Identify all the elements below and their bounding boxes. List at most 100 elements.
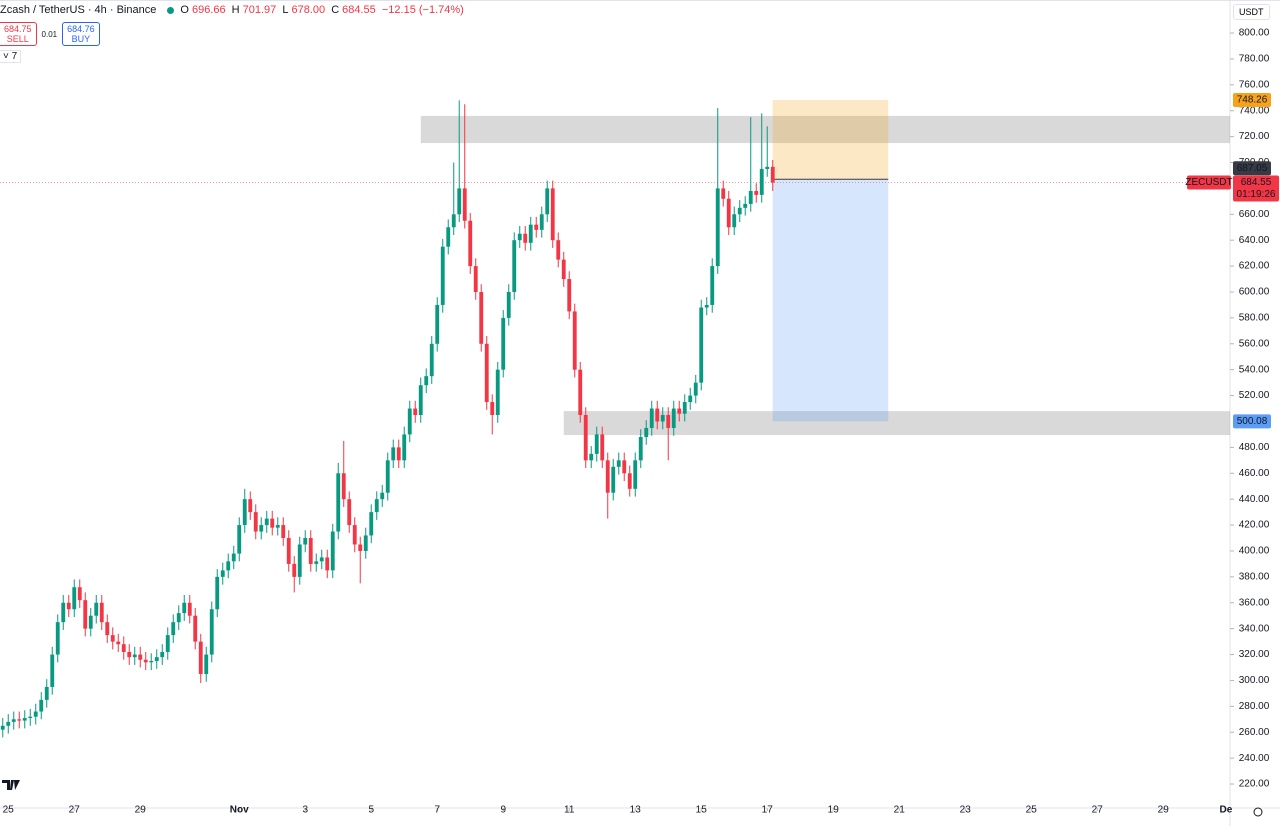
target-area <box>772 179 889 422</box>
y-tick-label: 300.00 <box>1239 675 1270 686</box>
candle-body <box>242 499 247 526</box>
y-tick-label: 540.00 <box>1239 364 1270 375</box>
candle-body <box>666 415 671 428</box>
candle-body <box>622 460 627 474</box>
candle-body <box>83 600 88 629</box>
candle-body <box>605 460 610 493</box>
candle-body <box>682 402 687 414</box>
candle-body <box>6 721 11 726</box>
candle-body <box>704 304 709 308</box>
candle-body <box>413 408 418 416</box>
currency-button[interactable]: USDT <box>1233 4 1270 20</box>
open-value: 696.66 <box>191 4 226 16</box>
candle-body <box>451 214 456 228</box>
settings-icon <box>1253 807 1263 817</box>
candle-body <box>699 307 704 383</box>
candle-body <box>468 220 473 267</box>
candle-body <box>330 531 335 571</box>
candle-body <box>297 544 302 577</box>
candle-body <box>231 553 236 562</box>
y-tick-label: 620.00 <box>1239 261 1270 272</box>
candle-body <box>721 188 726 199</box>
y-tick-label: 660.00 <box>1239 209 1270 220</box>
candle-body <box>649 408 654 428</box>
high-value: 701.97 <box>242 4 277 16</box>
y-tick-label: 260.00 <box>1239 727 1270 738</box>
entry-tag: 687.05 <box>1237 163 1268 174</box>
candle-body <box>248 499 253 513</box>
candle-body <box>149 661 154 663</box>
symbol-tag-bg <box>1187 175 1231 190</box>
candle-body <box>0 725 5 730</box>
candle-body <box>435 304 440 344</box>
y-tick-label: 480.00 <box>1239 442 1270 453</box>
y-tick-label: 340.00 <box>1239 623 1270 634</box>
trade-panel: 684.75 SELL 0.01 684.76 BUY <box>0 22 100 46</box>
candle-body <box>550 188 555 241</box>
candle-body <box>534 224 539 230</box>
candle-body <box>583 415 588 461</box>
candle-body <box>314 561 319 564</box>
candle-body <box>561 259 566 280</box>
candle-body <box>501 317 506 370</box>
candle-body <box>578 369 583 416</box>
candle-body <box>523 233 528 243</box>
x-tick-label: 19 <box>828 805 840 816</box>
candle-body <box>143 659 148 663</box>
y-tick-label: 460.00 <box>1239 468 1270 479</box>
y-tick-label: 560.00 <box>1239 338 1270 349</box>
target-tag: 500.08 <box>1237 416 1268 427</box>
candle-body <box>39 699 44 712</box>
candle-body <box>121 644 126 652</box>
candle-body <box>484 343 489 403</box>
candle-body <box>286 538 291 564</box>
symbol-tag: ZECUSDT <box>1185 177 1232 188</box>
y-tick-label: 360.00 <box>1239 597 1270 608</box>
x-tick-label: 5 <box>368 805 374 816</box>
candle-body <box>748 190 753 204</box>
candle-body <box>253 512 258 532</box>
quantity[interactable]: 0.01 <box>41 29 58 39</box>
candle-body <box>418 385 423 416</box>
candle-body <box>28 716 33 719</box>
candle-body <box>50 654 55 687</box>
y-tick-label: 760.00 <box>1239 79 1270 90</box>
candle-body <box>594 434 599 454</box>
candle-body <box>99 602 104 623</box>
y-tick-label: 320.00 <box>1239 649 1270 660</box>
stop-area <box>772 100 889 180</box>
stop-tag: 748.26 <box>1237 95 1268 106</box>
candle-body <box>754 190 759 195</box>
candle-body <box>369 512 374 536</box>
candle-body <box>116 641 121 645</box>
indicator-toggle[interactable]: ˅ 7 <box>0 50 22 63</box>
candle-body <box>473 266 478 292</box>
candle-body <box>677 408 682 414</box>
candle-body <box>165 635 170 652</box>
y-tick-label: 800.00 <box>1239 28 1270 39</box>
candle-body <box>33 711 38 717</box>
candle-body <box>17 719 22 721</box>
open-label: O <box>180 4 189 16</box>
candle-body <box>292 563 297 577</box>
candle-body <box>556 240 561 260</box>
sell-button[interactable]: 684.75 SELL <box>0 22 37 46</box>
buy-button[interactable]: 684.76 BUY <box>62 22 100 46</box>
candle-body <box>479 291 484 344</box>
x-tick-label: 9 <box>500 805 506 816</box>
candle-body <box>429 343 434 377</box>
candle-body <box>743 203 748 208</box>
candle-body <box>589 453 594 461</box>
y-tick-label: 220.00 <box>1239 779 1270 790</box>
candle-body <box>215 576 220 610</box>
y-tick-label: 420.00 <box>1239 520 1270 531</box>
candle-body <box>385 460 390 493</box>
candle-body <box>765 166 770 169</box>
y-tick-label: 380.00 <box>1239 572 1270 583</box>
candle-body <box>187 602 192 616</box>
y-tick-label: 400.00 <box>1239 546 1270 557</box>
candle-body <box>710 266 715 305</box>
candle-body <box>193 615 198 642</box>
buy-price: 684.76 <box>67 24 95 34</box>
high-label: H <box>231 4 240 16</box>
